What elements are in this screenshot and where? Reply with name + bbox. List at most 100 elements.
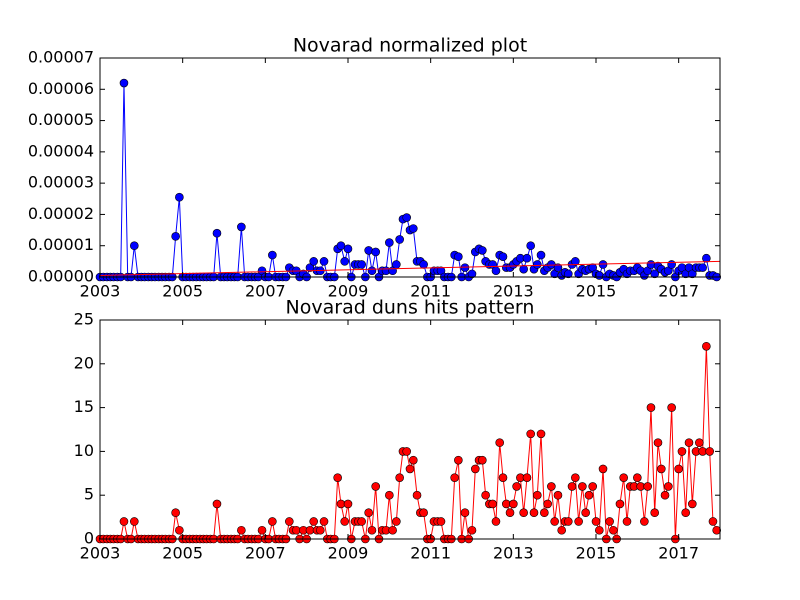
data-point (454, 252, 463, 261)
data-point (619, 473, 628, 482)
data-point (646, 403, 656, 412)
y-tick-label: 0.00003 (28, 173, 94, 192)
x-tick-label: 2005 (162, 544, 203, 563)
data-point (519, 264, 528, 274)
data-point (519, 508, 528, 518)
data-point (633, 473, 642, 482)
data-point (412, 490, 422, 500)
data-point (553, 263, 563, 272)
data-point (319, 517, 329, 526)
data-point (540, 508, 549, 518)
data-point (488, 499, 497, 509)
data-point (615, 499, 625, 509)
data-point (595, 271, 604, 280)
data-point (357, 517, 366, 526)
data-point (385, 490, 394, 500)
x-tick-label: 2011 (410, 282, 451, 301)
data-point (664, 482, 673, 491)
data-point (340, 257, 349, 266)
data-point (130, 517, 139, 526)
data-point (533, 490, 542, 500)
data-point (171, 232, 180, 241)
x-tick-label: 2003 (80, 544, 121, 563)
x-tick-label: 2015 (576, 544, 617, 563)
data-point (688, 269, 697, 279)
data-point (705, 447, 714, 456)
data-point (467, 269, 477, 279)
axes-frame (99, 319, 721, 540)
x-tick-label: 2007 (245, 544, 286, 563)
data-point (564, 269, 573, 279)
data-point (402, 213, 411, 222)
data-point (547, 482, 556, 491)
data-point (640, 517, 649, 526)
data-point (667, 403, 676, 412)
y-tick-label: 0.00007 (28, 48, 94, 67)
data-point (212, 228, 222, 238)
data-point (467, 525, 477, 535)
data-point (491, 517, 501, 526)
data-point (574, 517, 583, 526)
y-tick-label: 15 (74, 397, 94, 416)
data-point (505, 508, 515, 518)
data-point (591, 517, 601, 526)
data-point (450, 473, 459, 482)
data-point (581, 508, 590, 518)
data-point (333, 473, 342, 482)
data-point (268, 517, 277, 526)
y-tick-label: 20 (74, 353, 94, 372)
data-point (119, 78, 129, 88)
data-point (695, 438, 704, 447)
data-point (171, 508, 180, 518)
data-point (316, 525, 325, 535)
data-point (498, 252, 508, 261)
data-point (340, 517, 349, 526)
data-point (402, 447, 411, 456)
x-tick-label: 2003 (80, 282, 121, 301)
data-point (419, 508, 428, 518)
y-tick-label: 0.00005 (28, 110, 94, 129)
data-point (698, 263, 707, 272)
data-point (364, 246, 373, 255)
data-point (237, 525, 246, 535)
data-point (175, 525, 184, 535)
data-point (268, 250, 277, 260)
data-point (237, 222, 246, 232)
chart-title: Novarad normalized plot (293, 35, 527, 57)
data-point (212, 499, 222, 509)
data-point (405, 464, 415, 474)
data-point (653, 438, 663, 447)
data-point (367, 525, 377, 535)
data-point (119, 517, 129, 526)
data-point (495, 438, 504, 447)
data-point (367, 266, 377, 276)
data-point (343, 244, 353, 254)
data-point (526, 429, 535, 439)
data-point (674, 464, 683, 474)
data-point (371, 482, 380, 491)
data-point (522, 473, 532, 482)
y-tick-label: 25 (74, 310, 94, 329)
data-point (584, 490, 594, 500)
data-point (478, 246, 487, 255)
data-point (702, 253, 711, 263)
data-point (305, 263, 315, 272)
data-point (409, 455, 418, 465)
data-point (395, 235, 404, 244)
data-point (657, 464, 666, 474)
data-point (598, 464, 608, 474)
data-point (309, 257, 318, 266)
data-point (436, 517, 446, 526)
data-point (522, 253, 532, 263)
data-point (460, 508, 470, 518)
data-point (481, 490, 490, 500)
data-point (533, 260, 542, 269)
y-tick-label: 0 (84, 529, 94, 548)
x-tick-label: 2015 (576, 282, 617, 301)
x-tick-label: 2011 (410, 544, 451, 563)
chart-title: Novarad duns hits pattern (286, 297, 535, 319)
data-point (553, 490, 563, 500)
data-point (646, 260, 656, 269)
data-point (650, 269, 659, 279)
